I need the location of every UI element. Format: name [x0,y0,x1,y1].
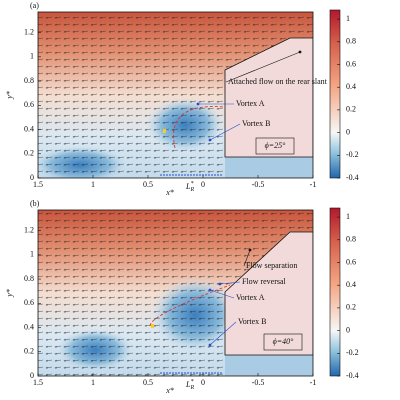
length-sup: * [190,181,193,187]
y-tick-label: 0.8 [24,274,34,283]
separation-line [149,284,231,327]
x-axis-label: x* [165,188,174,197]
y-axis-label: y* [5,289,14,298]
x-tick-label: -1 [310,378,317,387]
annotation-arrow [225,51,301,83]
annotation-arrow [219,281,241,285]
x-tick-label: -0.5 [252,180,265,189]
colorbar-tick-label: 0.4 [346,82,356,91]
panel: 1.5 1 0.5 0 -0.5 -1 0 0.2 0.4 0.6 0.8 1 1.2 x* y* (b) -0… [5,199,359,395]
panel-label: (b) [30,199,40,208]
x-tick-label: 0 [201,180,205,189]
y-tick-label: 0 [30,173,34,182]
marker [163,129,166,133]
panel: 1.5 1 0.5 0 -0.5 -1 0 0.2 0.4 0.6 0.8 1 1.2 x* y* (a) -0… [5,1,359,197]
y-tick-label: 1.2 [24,27,34,36]
arrow-head [208,138,212,142]
arrow-head [196,102,200,106]
panel-label: (a) [30,1,39,10]
length-label: L* R [185,181,194,193]
colorbar-tick-label: 1 [346,212,350,221]
annotation: Vortex A [236,99,265,108]
ground-gap [225,355,313,376]
colorbar-tick-label: 0.8 [346,37,356,46]
y-tick-label: 0.2 [24,347,34,356]
arrow-head [248,248,252,252]
colorbar-tick-label: 0.4 [346,280,356,289]
body [224,231,313,356]
annotation-arrow [209,321,237,346]
annotation-arrow [209,123,241,141]
colorbar-tick-label: 0 [346,325,350,334]
annotation: Attached flow on the rear slant [228,77,328,86]
x-tick-label: 1.5 [33,180,43,189]
annotation: Vortex B [242,119,271,128]
annotation: Flow reversal [242,277,287,286]
length-sup: * [190,379,193,385]
y-tick-label: 0 [30,371,34,380]
length-sub: R [189,187,194,193]
separation-line [173,106,226,149]
angle-box [263,333,303,351]
axes-frame [37,11,314,179]
ground-gap [225,157,313,178]
y-tick-label: 1.2 [24,225,34,234]
length-sub: R [189,385,194,391]
annotation-arrow [209,289,235,299]
arrow-head [208,288,212,292]
y-tick-label: 1 [30,250,34,259]
colorbar-tick-label: -0.2 [346,150,359,159]
angle-label: ϕ=40° [273,337,295,346]
y-tick-label: 0.2 [24,149,34,158]
length-base: L [185,182,191,191]
annotation-arrow [243,249,251,267]
field [38,12,313,178]
annotation: Vortex B [238,317,267,326]
y-tick-label: 0.6 [24,298,34,307]
arrow-head [218,282,222,286]
annotation: Flow separation [246,261,297,270]
y-tick-label: 0.4 [24,322,34,331]
axes-frame [37,209,314,377]
colorbar-tick-label: -0.4 [346,371,359,380]
colorbar-tick-label: 0.2 [346,105,356,114]
x-tick-label: -1 [310,180,317,189]
colorbar-tick-label: 1 [346,14,350,23]
arrow-head [298,50,302,54]
colorbar-tick-label: -0.4 [346,173,359,182]
colorbar [329,207,341,377]
body [224,37,313,158]
x-tick-label: -0.5 [252,378,265,387]
colorbar-tick-label: 0.8 [346,235,356,244]
angle-label: ϕ=25° [265,141,287,150]
y-tick-label: 0.6 [24,100,34,109]
colorbar-tick-label: 0.6 [346,257,356,266]
colorbar-tick-label: -0.2 [346,348,359,357]
x-tick-label: 1 [91,180,95,189]
annotation: Vortex A [236,293,265,302]
colorbar [329,9,341,179]
marker [151,324,154,328]
x-axis-label: x* [165,386,174,395]
y-tick-label: 1 [30,52,34,61]
colorbar-tick-label: 0.2 [346,303,356,312]
length-base: L [185,380,191,389]
y-tick-label: 0.4 [24,124,34,133]
x-tick-label: 1 [91,378,95,387]
y-axis-label: y* [5,91,14,100]
field [38,210,313,376]
length-label: L* R [185,379,194,391]
x-tick-label: 1.5 [33,378,43,387]
arrow-head [208,343,212,347]
y-tick-label: 0.8 [24,76,34,85]
x-tick-label: 0 [201,378,205,387]
angle-box [255,137,295,155]
colorbar-tick-label: 0 [346,127,350,136]
colorbar-tick-label: 0.6 [346,59,356,68]
x-tick-label: 0.5 [143,180,153,189]
x-tick-label: 0.5 [143,378,153,387]
